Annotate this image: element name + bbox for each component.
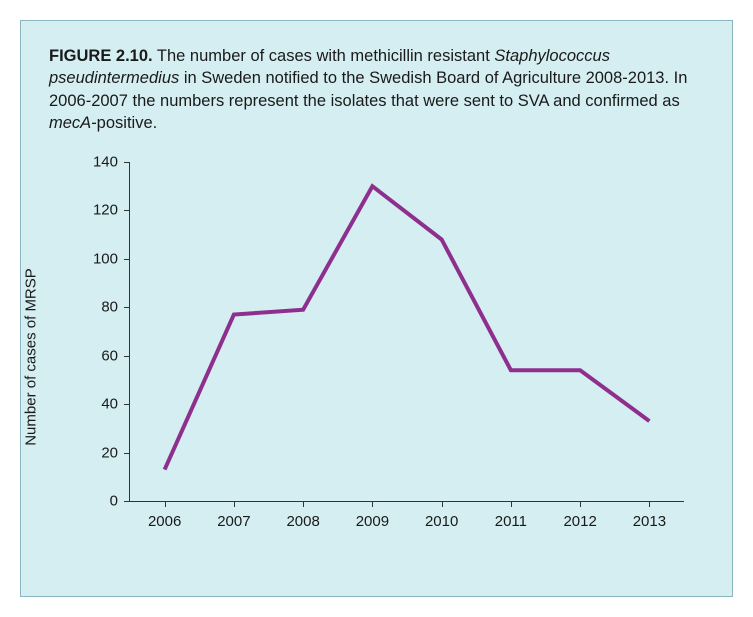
y-tick <box>124 404 130 405</box>
x-tick-label: 2006 <box>148 513 181 530</box>
y-tick-label: 120 <box>80 202 118 219</box>
y-tick <box>124 210 130 211</box>
chart-area: Number of cases of MRSP 0204060801001201… <box>59 152 699 562</box>
y-tick <box>124 162 130 163</box>
x-tick <box>234 501 235 507</box>
x-tick-label: 2012 <box>563 513 596 530</box>
y-tick <box>124 259 130 260</box>
y-tick-label: 0 <box>80 493 118 510</box>
y-tick <box>124 356 130 357</box>
figure-label: FIGURE 2.10. <box>49 47 153 65</box>
x-tick <box>303 501 304 507</box>
caption-italic-2: mecA <box>49 114 91 132</box>
y-tick-label: 140 <box>80 154 118 171</box>
y-tick <box>124 307 130 308</box>
x-tick <box>580 501 581 507</box>
y-tick <box>124 501 130 502</box>
x-tick-label: 2009 <box>356 513 389 530</box>
plot-region: 0204060801001201402006200720082009201020… <box>129 162 684 502</box>
x-tick <box>372 501 373 507</box>
x-tick <box>649 501 650 507</box>
x-tick <box>442 501 443 507</box>
x-tick-label: 2007 <box>217 513 250 530</box>
x-tick-label: 2011 <box>495 513 527 530</box>
x-tick-label: 2013 <box>633 513 666 530</box>
y-tick-label: 20 <box>80 444 118 461</box>
y-tick-label: 40 <box>80 396 118 413</box>
y-tick-label: 80 <box>80 299 118 316</box>
x-tick-label: 2008 <box>286 513 319 530</box>
caption-seg3: -positive. <box>91 114 157 132</box>
y-tick-label: 60 <box>80 347 118 364</box>
caption-seg1: The number of cases with methicillin res… <box>153 47 495 65</box>
y-axis-label: Number of cases of MRSP <box>23 268 40 446</box>
data-line <box>130 162 684 501</box>
x-tick <box>511 501 512 507</box>
x-tick <box>165 501 166 507</box>
figure-container: FIGURE 2.10. The number of cases with me… <box>20 20 733 597</box>
y-tick <box>124 453 130 454</box>
y-tick-label: 100 <box>80 250 118 267</box>
x-tick-label: 2010 <box>425 513 458 530</box>
figure-caption: FIGURE 2.10. The number of cases with me… <box>49 45 704 134</box>
